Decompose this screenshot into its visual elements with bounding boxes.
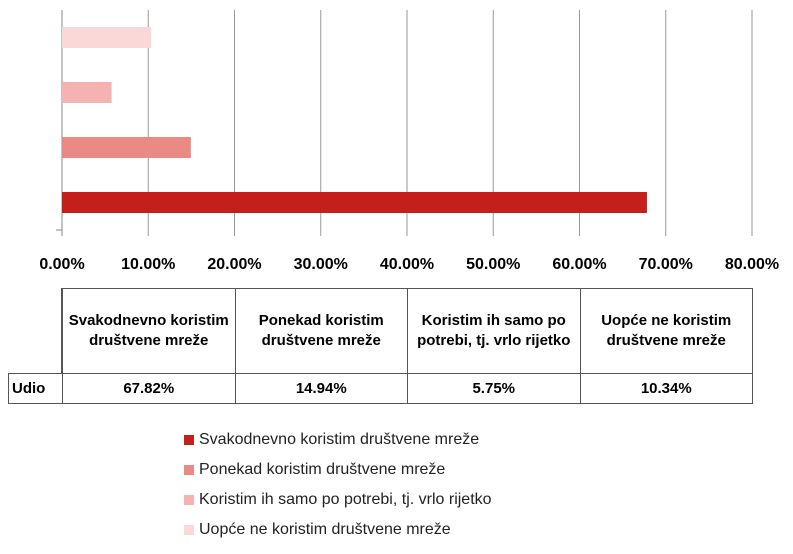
table-header: Svakodnevno koristim društvene mreže bbox=[62, 288, 236, 374]
x-tick-label: 80.00% bbox=[725, 256, 779, 273]
legend-label: Koristim ih samo po potrebi, tj. vrlo ri… bbox=[199, 491, 492, 508]
x-tick-label: 40.00% bbox=[380, 256, 434, 273]
x-tick-label: 10.00% bbox=[121, 256, 175, 273]
bar bbox=[62, 192, 647, 213]
table-value: 10.34% bbox=[579, 373, 753, 404]
legend-item: Koristim ih samo po potrebi, tj. vrlo ri… bbox=[184, 490, 492, 510]
x-tick-label: 50.00% bbox=[466, 256, 520, 273]
x-tick-label: 30.00% bbox=[294, 256, 348, 273]
x-tick-label: 60.00% bbox=[552, 256, 606, 273]
table-value: 14.94% bbox=[234, 373, 408, 404]
bar bbox=[62, 82, 112, 103]
legend-item: Uopće ne koristim društvene mreže bbox=[184, 520, 451, 540]
table-header: Uopće ne koristim društvene mreže bbox=[579, 288, 753, 374]
legend-swatch bbox=[184, 525, 194, 535]
legend-label: Uopće ne koristim društvene mreže bbox=[199, 521, 451, 538]
x-tick-label: 0.00% bbox=[39, 256, 84, 273]
legend-swatch bbox=[184, 465, 194, 475]
legend-swatch bbox=[184, 435, 194, 445]
legend-item: Svakodnevno koristim društvene mreže bbox=[184, 430, 479, 450]
legend-swatch bbox=[184, 495, 194, 505]
table-row-label: Udio bbox=[8, 373, 63, 404]
legend-label: Ponekad koristim društvene mreže bbox=[199, 461, 446, 478]
table-value: 5.75% bbox=[407, 373, 581, 404]
x-tick-label: 20.00% bbox=[207, 256, 261, 273]
bar bbox=[62, 27, 152, 48]
table-header: Koristim ih samo po potrebi, tj. vrlo ri… bbox=[407, 288, 581, 374]
bar bbox=[62, 137, 191, 158]
table-value: 67.82% bbox=[62, 373, 236, 404]
table-header: Ponekad koristim društvene mreže bbox=[234, 288, 408, 374]
plot: 0.00% 10.00% 20.00% 30.00% 40.00% 50.00% 60.00… bbox=[39, 10, 779, 273]
legend-label: Svakodnevno koristim društvene mreže bbox=[199, 431, 480, 448]
legend-item: Ponekad koristim društvene mreže bbox=[184, 460, 445, 480]
x-tick-label: 70.00% bbox=[639, 256, 693, 273]
table-corner bbox=[8, 288, 62, 374]
